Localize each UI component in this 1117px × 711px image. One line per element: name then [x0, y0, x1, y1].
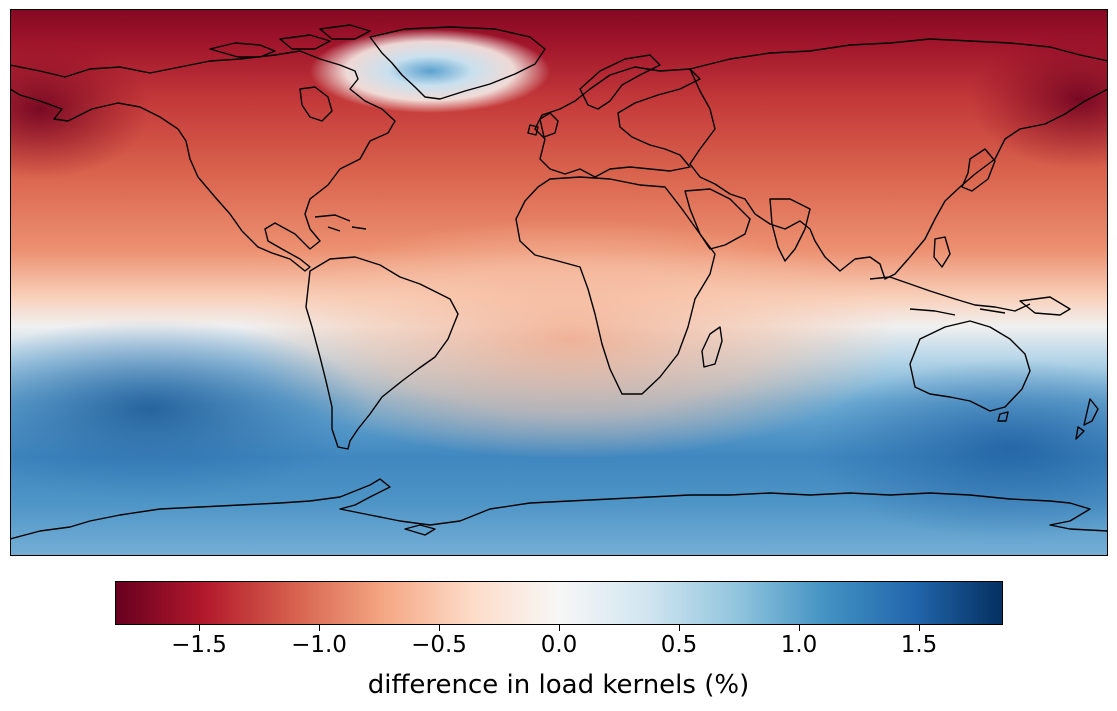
colorbar-tick-label: 1.5 — [900, 632, 938, 658]
colorbar-tick-mark — [198, 625, 200, 631]
colorbar-tick-mark — [318, 625, 320, 631]
world-map — [10, 9, 1108, 556]
colorbar-tick-mark — [798, 625, 800, 631]
colorbar-label: difference in load kernels (%) — [367, 670, 750, 700]
colorbar-tick-label: 0.5 — [660, 632, 698, 658]
coastline-africa — [515, 176, 716, 395]
coastline-india — [769, 198, 811, 262]
colorbar-tick-row: −1.5 −1.0 −0.5 0.0 0.5 1.0 1.5 — [115, 625, 1003, 665]
colorbar-tick-label: 0.0 — [540, 632, 578, 658]
coastline-caribbean — [314, 214, 367, 232]
coastline-philippines — [933, 236, 951, 268]
colorbar-tick-label: −1.0 — [291, 632, 347, 658]
indian-ocean-blue-anomaly — [810, 359, 1108, 539]
coastline-hudson-bay — [299, 86, 333, 122]
coastline-arctic-islands — [209, 24, 371, 58]
coastline-greenland — [369, 26, 546, 100]
coastline-indonesia — [869, 276, 1031, 316]
coastline-japan — [961, 148, 996, 192]
coastline-south-america — [305, 256, 459, 450]
map-frame — [10, 9, 1108, 556]
colorbar — [115, 581, 1003, 625]
colorbar-tick-mark — [678, 625, 680, 631]
colorbar-tick-mark — [558, 625, 560, 631]
coastline-madagascar — [701, 326, 723, 368]
northwest-dark-anomaly — [10, 39, 150, 179]
coastline-antarctica — [10, 478, 1108, 540]
coastline-north-america — [10, 50, 396, 272]
coastline-europe — [534, 66, 701, 178]
coastline-new-zealand — [1075, 398, 1099, 440]
coastlines — [10, 24, 1108, 540]
coastline-arabia — [684, 188, 751, 250]
coastline-antarctic-inlet — [404, 524, 436, 536]
colorbar-tick-label: −0.5 — [411, 632, 467, 658]
northeast-dark-anomaly — [970, 29, 1108, 169]
map-panel — [10, 9, 1108, 556]
coastline-asia — [689, 38, 1108, 280]
pacific-blue-anomaly — [10, 319, 370, 499]
colorbar-tick-label: 1.0 — [780, 632, 818, 658]
colorbar-tick-mark — [438, 625, 440, 631]
coastline-british-isles — [527, 112, 559, 138]
coastline-australia — [909, 320, 1031, 412]
colorbar-tick-label: −1.5 — [171, 632, 227, 658]
colorbar-tick-mark — [918, 625, 920, 631]
colorbar-svg — [115, 581, 1003, 625]
coastline-scandinavia — [579, 54, 661, 110]
coastline-new-guinea — [1019, 296, 1071, 316]
coastline-tasmania — [997, 411, 1009, 422]
greenland-blue-anomaly — [310, 29, 550, 113]
colorbar-body — [115, 581, 1003, 625]
